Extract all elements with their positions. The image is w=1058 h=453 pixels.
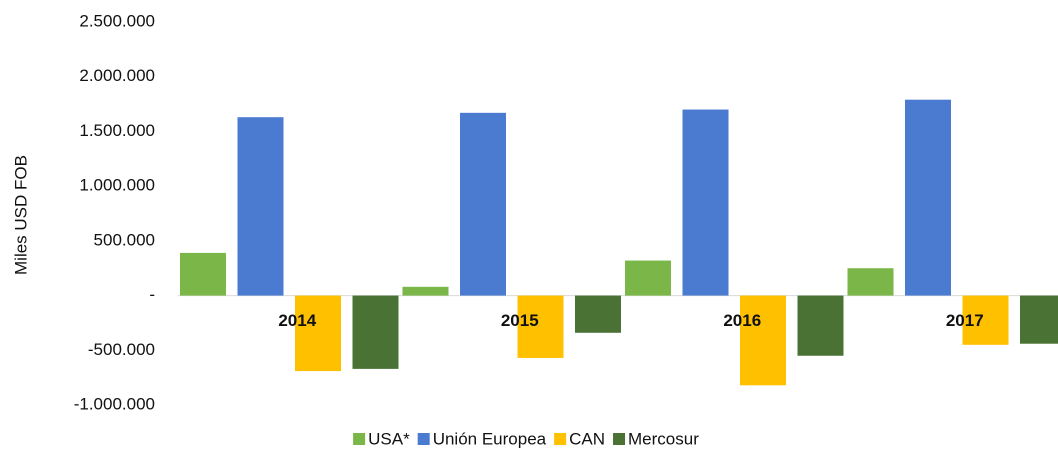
bar: [295, 295, 341, 372]
x-tick-label: 2014: [278, 311, 316, 330]
legend-swatch: [613, 433, 626, 445]
bar: [682, 109, 729, 296]
y-tick-label: -1.000.000: [74, 394, 155, 413]
bar: [237, 117, 284, 296]
y-tick-label: 500.000: [94, 230, 155, 249]
y-tick-label: 2.500.000: [79, 11, 155, 30]
bar: [797, 295, 844, 356]
y-tick-label: 1.000.000: [79, 176, 155, 195]
legend: USA* Unión Europea CAN Mercosur: [353, 429, 699, 448]
x-tick-label: 2016: [723, 311, 761, 330]
bar: [962, 295, 1009, 345]
legend-label: CAN: [569, 429, 605, 448]
bar: [517, 295, 564, 358]
x-tick-label: 2017: [946, 311, 984, 330]
legend-label: Mercosur: [628, 429, 699, 448]
bar: [1020, 295, 1058, 344]
y-tick-label: 2.000.000: [79, 66, 155, 85]
legend-swatch: [417, 433, 430, 445]
bar: [740, 295, 786, 386]
y-tick-label: -500.000: [88, 340, 155, 359]
bar: [847, 268, 894, 296]
legend-label: USA*: [368, 429, 410, 448]
bar: [352, 295, 399, 369]
legend-label: Unión Europea: [433, 429, 547, 448]
y-tick-label: -: [149, 285, 155, 304]
bar: [180, 252, 226, 296]
y-tick-label: 1.500.000: [79, 121, 155, 140]
bar: [625, 260, 671, 296]
legend-swatch: [554, 433, 567, 445]
y-axis-label: Miles USD FOB: [11, 155, 30, 275]
legend-swatch: [353, 433, 366, 445]
x-tick-label: 2015: [501, 311, 539, 330]
bar: [460, 112, 506, 296]
bar: [575, 295, 621, 333]
bar: [905, 99, 951, 296]
bar: [402, 286, 449, 296]
